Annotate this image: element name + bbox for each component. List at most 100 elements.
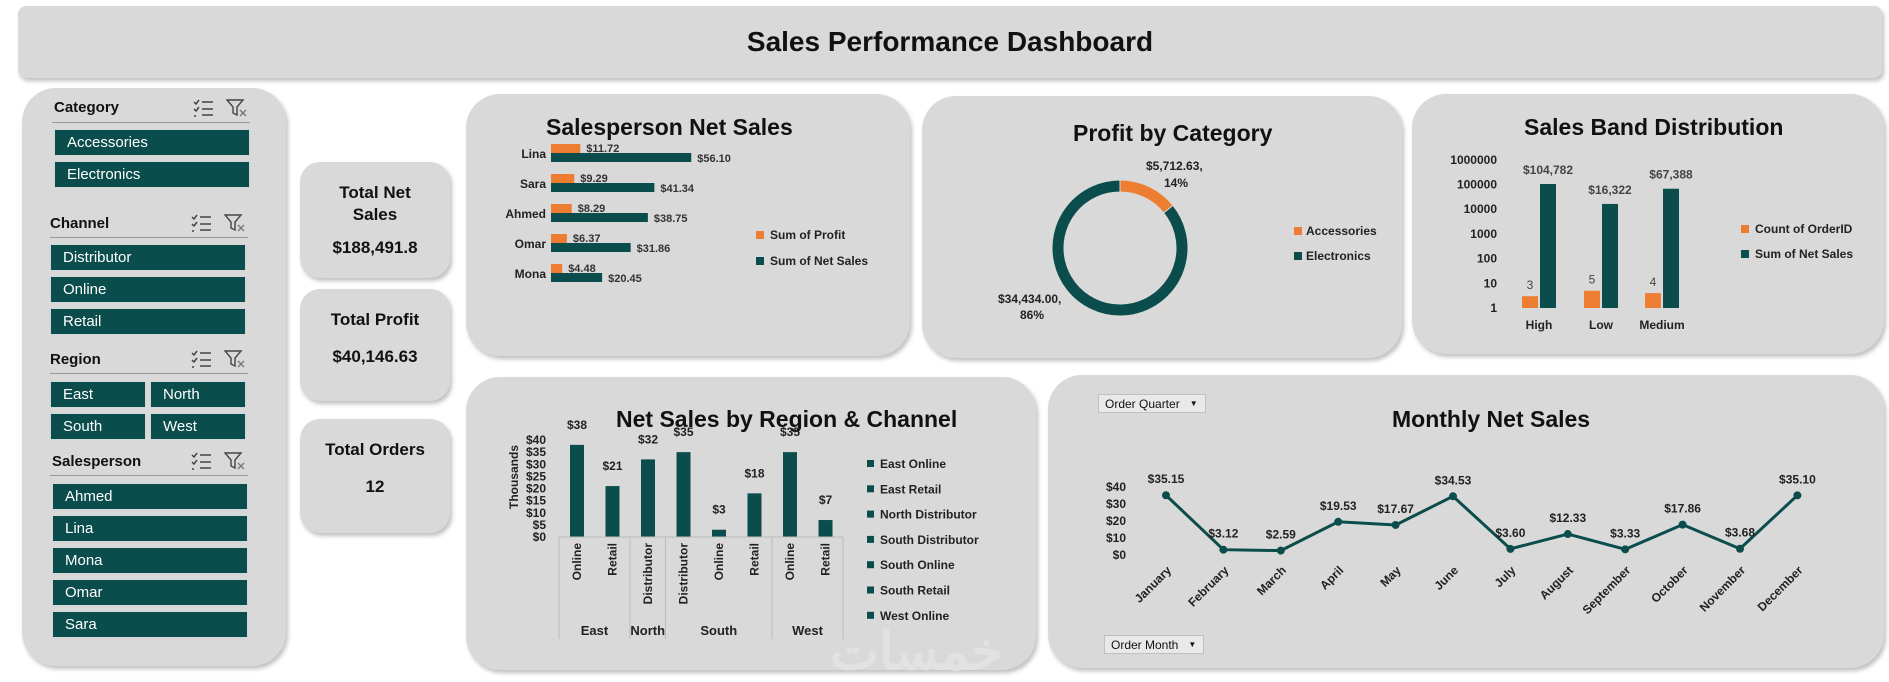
slicer-item-lina[interactable]: Lina <box>52 515 248 542</box>
category-label: High <box>1526 318 1553 332</box>
x-category-label: Online <box>712 543 726 581</box>
category-label: Ahmed <box>505 207 546 221</box>
slice-percent-label: 86% <box>1020 308 1044 322</box>
order-quarter-dropdown[interactable]: Order Quarter ▼ <box>1098 394 1206 413</box>
kpi-net-sales-label: Total Net Sales <box>339 183 411 224</box>
x-category-label: Retail <box>748 543 762 576</box>
slicer-item-south[interactable]: South <box>50 413 146 440</box>
point-data-label: $3.12 <box>1208 527 1238 541</box>
bar-data-label: $35 <box>780 425 800 439</box>
region-channel-bar <box>570 444 584 537</box>
monthly-sales-title: Monthly Net Sales <box>1392 406 1591 432</box>
x-category-label: Retail <box>819 543 833 576</box>
line-point-marker <box>1219 545 1228 554</box>
slicer-item-retail[interactable]: Retail <box>50 308 246 335</box>
multi-select-icon[interactable] <box>190 213 212 233</box>
net-sales-data-label: $41.34 <box>660 183 695 195</box>
slicer-item-west[interactable]: West <box>150 413 246 440</box>
region-channel-bar <box>783 452 797 537</box>
kpi-orders: Total Orders 12 <box>300 419 450 533</box>
x-category-label: January <box>1132 563 1175 606</box>
net-sales-bar <box>551 183 655 192</box>
y-tick-label: $15 <box>526 494 546 508</box>
slice-value-label: $5,712.63, <box>1146 159 1203 173</box>
slicer-item-online[interactable]: Online <box>50 276 246 303</box>
profit-category-panel <box>922 96 1402 358</box>
net-sales-data-label: $31.86 <box>637 243 671 255</box>
slicer-item-east[interactable]: East <box>50 381 146 408</box>
slicer-item-sara[interactable]: Sara <box>52 611 248 638</box>
clear-filter-icon[interactable] <box>224 451 246 471</box>
x-category-label: November <box>1697 563 1749 615</box>
y-tick-label: $40 <box>526 433 546 447</box>
net-sales-bar <box>1602 203 1618 308</box>
multi-select-icon[interactable] <box>190 349 212 369</box>
point-data-label: $12.33 <box>1549 511 1586 525</box>
point-data-label: $34.53 <box>1435 473 1472 487</box>
order-month-dropdown[interactable]: Order Month ▼ <box>1104 635 1204 654</box>
slicer-item-north[interactable]: North <box>150 381 246 408</box>
kpi-profit-value: $40,146.63 <box>332 347 418 366</box>
x-category-label: June <box>1431 563 1461 593</box>
kpi-net-sales-value: $188,491.8 <box>332 238 418 257</box>
legend-label: Sum of Profit <box>770 228 845 242</box>
chevron-down-icon: ▼ <box>1189 399 1198 408</box>
x-category-label: April <box>1317 563 1346 592</box>
category-label: Omar <box>515 237 547 251</box>
multi-select-icon[interactable] <box>192 98 214 118</box>
category-label: Mona <box>515 267 547 281</box>
group-label: South <box>700 623 737 638</box>
line-point-marker <box>1621 545 1630 554</box>
kpi-net-sales: Total Net Sales $188,491.8 <box>300 162 450 278</box>
line-point-marker <box>1391 520 1400 529</box>
legend-label: East Online <box>880 457 946 471</box>
region-channel-bar <box>605 486 620 537</box>
region-channel-bar <box>676 452 691 537</box>
point-data-label: $17.67 <box>1377 502 1414 516</box>
order-month-label: Order Month <box>1111 637 1179 652</box>
slicer-item-ahmed[interactable]: Ahmed <box>52 483 248 510</box>
legend-swatch <box>867 510 874 518</box>
line-point-marker <box>1793 491 1802 500</box>
slicer-item-distributor[interactable]: Distributor <box>50 244 246 271</box>
legend-label: North Distributor <box>880 508 977 522</box>
clear-filter-icon[interactable] <box>224 213 246 233</box>
profit-category-title: Profit by Category <box>1073 120 1273 146</box>
net-sales-bar <box>1663 188 1679 308</box>
bar-data-label: $35 <box>673 425 693 439</box>
net-sales-bar <box>1540 183 1556 308</box>
bar-data-label: $38 <box>567 418 587 432</box>
legend-label: Sum of Net Sales <box>770 254 868 268</box>
chevron-down-icon: ▼ <box>1188 640 1197 649</box>
clear-filter-icon[interactable] <box>224 349 246 369</box>
region-channel-bar <box>712 529 726 537</box>
slicer-item-mona[interactable]: Mona <box>52 547 248 574</box>
profit-bar <box>551 234 567 243</box>
group-label: West <box>792 623 823 638</box>
line-point-marker <box>1678 520 1687 529</box>
net-sales-data-label: $20.45 <box>608 273 642 285</box>
slicer-item-omar[interactable]: Omar <box>52 579 248 606</box>
kpi-orders-label: Total Orders <box>325 440 425 459</box>
salesperson-bar-chart: Lina $11.72 $56.10 Sara $9.29 $41.34 Ahmed $8.2… <box>505 143 868 285</box>
y-tick-label: 1000 <box>1470 227 1497 241</box>
point-data-label: $35.10 <box>1779 472 1816 486</box>
bar-data-label: $32 <box>638 432 658 446</box>
slicer-item-electronics[interactable]: Electronics <box>54 161 250 188</box>
y-tick-label: $40 <box>1106 480 1126 494</box>
y-tick-label: $10 <box>526 506 546 520</box>
legend-swatch <box>1294 227 1302 235</box>
count-data-label: 3 <box>1527 278 1534 292</box>
count-bar <box>1645 293 1661 308</box>
y-axis-title: Thousands <box>507 445 521 509</box>
y-tick-label: 10000 <box>1464 202 1498 216</box>
legend-swatch <box>867 561 874 569</box>
clear-filter-icon[interactable] <box>226 98 248 118</box>
multi-select-icon[interactable] <box>190 451 212 471</box>
point-data-label: $3.33 <box>1610 526 1640 540</box>
salesperson-chart-title: Salesperson Net Sales <box>546 114 793 140</box>
profit-data-label: $11.72 <box>586 143 619 155</box>
profit-data-label: $9.29 <box>580 173 608 185</box>
slicer-item-accessories[interactable]: Accessories <box>54 129 250 156</box>
slicer-divider <box>50 475 248 476</box>
